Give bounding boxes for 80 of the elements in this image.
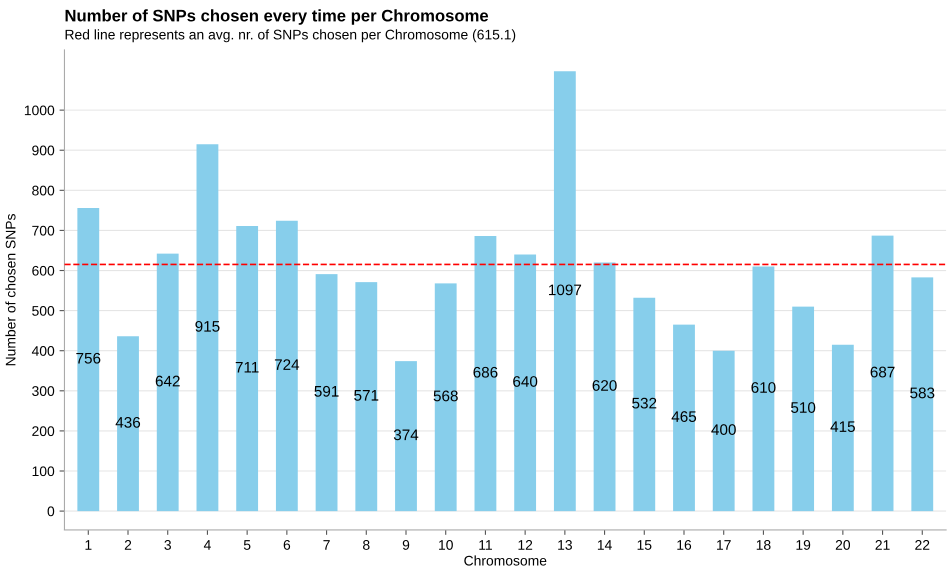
bar <box>434 283 457 512</box>
x-axis-title: Chromosome <box>464 555 546 566</box>
bar <box>633 298 656 512</box>
bar <box>872 236 894 512</box>
bar <box>355 282 378 512</box>
x-tick-label: 4 <box>204 540 211 550</box>
x-tick-label: 5 <box>244 540 250 550</box>
data-label: 591 <box>314 386 339 397</box>
data-label: 400 <box>711 424 736 436</box>
y-tick-label: 300 <box>32 386 54 396</box>
x-tick-label: 8 <box>363 540 370 550</box>
y-tick-label: 900 <box>32 146 54 156</box>
x-tick-label: 1 <box>85 540 92 550</box>
x-tick-label: 17 <box>717 540 731 550</box>
data-label: 374 <box>394 429 418 440</box>
data-label: 642 <box>156 376 180 386</box>
data-label: 415 <box>830 421 855 432</box>
x-tick-label: 6 <box>284 540 290 550</box>
x-tick-label: 21 <box>876 540 890 550</box>
y-axis-title: Number of chosen SNPs <box>5 214 16 366</box>
bar <box>752 266 774 512</box>
data-label: 724 <box>274 359 300 370</box>
chart-subtitle: Red line represents an avg. nr. of SNPs chosen per Chromosome (615.1) <box>66 29 516 42</box>
x-tick-label: 2 <box>124 540 132 550</box>
x-tick-label: 15 <box>638 540 652 550</box>
x-tick-label: 22 <box>915 540 930 550</box>
data-label: 568 <box>434 390 458 402</box>
bar <box>594 262 616 512</box>
data-label: 620 <box>592 380 617 391</box>
data-label: 436 <box>116 416 140 428</box>
bar <box>156 254 179 512</box>
bar <box>832 344 854 512</box>
bar <box>712 350 735 512</box>
data-label: 465 <box>672 411 696 422</box>
data-label: 915 <box>195 320 220 332</box>
bar <box>395 361 417 512</box>
y-tick-label: 1000 <box>24 105 54 116</box>
x-tick-label: 13 <box>558 540 572 550</box>
data-label: 510 <box>791 402 816 413</box>
y-tick-label: 0 <box>48 506 54 516</box>
bar <box>316 274 338 512</box>
x-tick-label: 9 <box>402 540 410 550</box>
x-tick-label: 18 <box>756 540 771 550</box>
y-tick-label: 100 <box>32 466 54 476</box>
data-label: 532 <box>632 398 656 409</box>
data-label: 686 <box>473 366 498 378</box>
data-label: 711 <box>236 362 259 373</box>
data-label: 640 <box>513 376 538 387</box>
data-label: 687 <box>870 366 895 378</box>
bar <box>77 208 100 512</box>
bar <box>911 277 934 512</box>
x-tick-label: 14 <box>598 540 612 550</box>
chart-title: Number of SNPs chosen every time per Chromosome <box>66 9 488 25</box>
y-tick-label: 800 <box>32 186 54 196</box>
x-tick-label: 7 <box>323 540 330 550</box>
bar <box>792 306 814 512</box>
x-tick-label: 16 <box>677 540 692 550</box>
data-label: 610 <box>751 382 776 393</box>
bar <box>276 220 298 512</box>
y-tick-label: 500 <box>32 306 54 316</box>
y-tick-label: 200 <box>32 426 54 436</box>
bar <box>196 144 218 512</box>
data-label: 756 <box>76 352 100 364</box>
data-label: 583 <box>910 388 934 398</box>
bar <box>117 336 139 512</box>
x-tick-label: 12 <box>518 540 532 550</box>
data-label: 571 <box>354 390 378 401</box>
bar <box>474 236 496 512</box>
x-tick-label: 20 <box>836 540 850 550</box>
bar <box>514 254 536 512</box>
y-tick-label: 600 <box>32 266 54 276</box>
x-tick-label: 10 <box>439 540 453 550</box>
x-tick-label: 3 <box>164 540 171 550</box>
y-tick-label: 700 <box>32 226 54 236</box>
data-label: 1097 <box>549 284 582 296</box>
bar <box>236 226 258 512</box>
y-tick-label: 400 <box>32 346 54 356</box>
bar <box>673 324 695 512</box>
x-tick-label: 19 <box>796 540 810 550</box>
x-tick-label: 11 <box>479 540 492 550</box>
